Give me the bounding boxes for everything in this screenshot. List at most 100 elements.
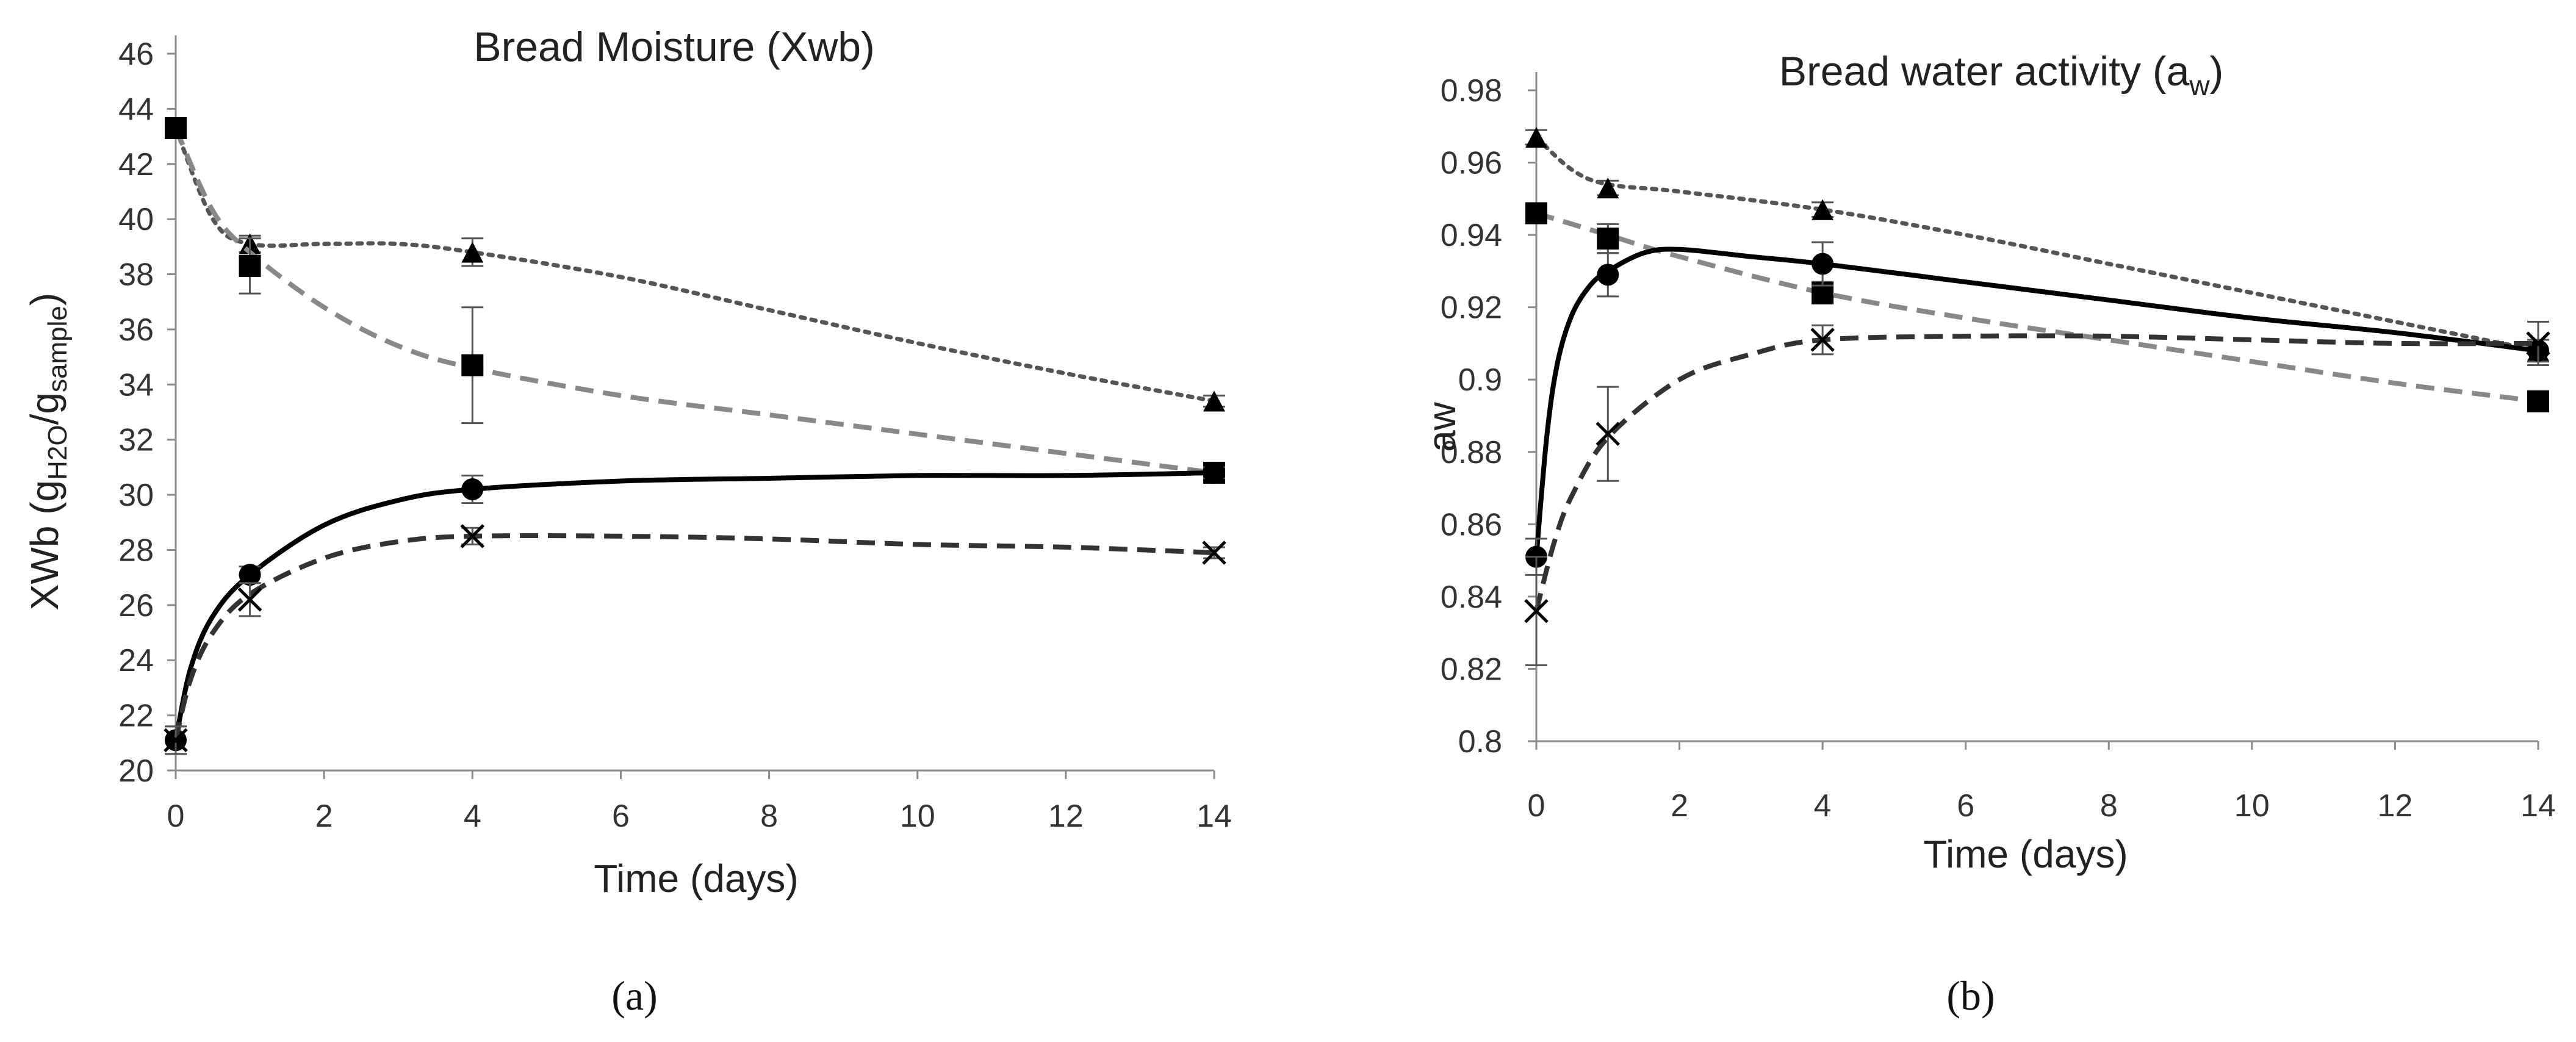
trend-line-triangle-dotted bbox=[1534, 135, 2541, 353]
chart-a-ylabel: XWb (gH2O/gsample) bbox=[23, 293, 73, 610]
y-tick-label: 26 bbox=[118, 588, 154, 623]
chart-b-series bbox=[1524, 126, 2550, 667]
y-tick-label: 32 bbox=[118, 423, 154, 458]
y-tick-label: 30 bbox=[118, 478, 154, 513]
marker-triangle bbox=[1525, 126, 1547, 148]
series-cross-dashed bbox=[164, 524, 1226, 755]
marker-x bbox=[164, 728, 188, 753]
chart-a-series bbox=[164, 117, 1226, 755]
marker-circle bbox=[239, 564, 261, 586]
y-tick-label: 0.92 bbox=[1441, 290, 1502, 326]
marker-circle bbox=[1203, 461, 1225, 484]
marker-triangle bbox=[461, 242, 484, 263]
y-tick-label: 0.82 bbox=[1441, 652, 1502, 687]
x-tick-label: 14 bbox=[1196, 799, 1232, 834]
series-triangle-dotted bbox=[1525, 126, 2549, 363]
trend-line-cross-dashed bbox=[173, 533, 1215, 741]
y-tick-label: 44 bbox=[118, 92, 154, 127]
y-tick-label: 22 bbox=[118, 699, 154, 734]
x-tick-label: 6 bbox=[1957, 788, 1974, 824]
chart-b-title: Bread water activity (aw) bbox=[1779, 48, 2224, 101]
chart-b-ylabel: aw bbox=[1420, 401, 1464, 452]
marker-square bbox=[2527, 390, 2549, 412]
title-b-sub: w bbox=[2189, 70, 2210, 101]
marker-square bbox=[1597, 228, 1619, 250]
chart-a-xlabel: Time (days) bbox=[594, 857, 798, 900]
chart-bread-water-activity: 0.8 0.82 0.84 0.86 0.88 0.9 0.92 0.94 0.96 0.98 0 2… bbox=[1420, 48, 2556, 876]
marker-circle bbox=[461, 478, 484, 501]
trend-line-circle-solid bbox=[173, 470, 1215, 741]
ylabel-sub-h2o: H2O bbox=[43, 425, 73, 480]
y-tick-label: 0.96 bbox=[1441, 146, 1502, 181]
marker-circle bbox=[1811, 253, 1834, 275]
ylabel-end: ) bbox=[23, 293, 67, 306]
marker-x bbox=[2526, 331, 2550, 356]
x-tick-label: 0 bbox=[1528, 788, 1545, 824]
trend-line-square-dashed bbox=[173, 127, 1215, 475]
x-tick-label: 8 bbox=[2100, 788, 2118, 824]
y-tick-label: 34 bbox=[118, 367, 154, 403]
x-tick-label: 2 bbox=[1671, 788, 1688, 824]
x-tick-label: 4 bbox=[1814, 788, 1832, 824]
marker-x bbox=[1202, 541, 1226, 565]
y-tick-label: 0.86 bbox=[1441, 507, 1502, 542]
chart-a-labels: Bread Moisture (Xwb) Time (days) XWb (gH… bbox=[23, 24, 875, 900]
ylabel-sub-sample: sample bbox=[43, 306, 73, 392]
y-tick-label: 0.84 bbox=[1441, 580, 1502, 615]
x-tick-label: 0 bbox=[167, 799, 185, 834]
marker-x bbox=[237, 587, 262, 612]
ylabel-mid: /g bbox=[23, 392, 67, 425]
x-tick-label: 6 bbox=[612, 799, 630, 834]
y-tick-label: 38 bbox=[118, 257, 154, 293]
marker-square bbox=[461, 354, 484, 376]
trend-line-triangle-dotted bbox=[173, 126, 1217, 403]
panel-label-a: (a) bbox=[611, 972, 657, 1019]
trend-line-circle-solid bbox=[1534, 246, 2539, 558]
panel-label-b: (b) bbox=[1946, 972, 1995, 1019]
y-tick-label: 46 bbox=[118, 37, 154, 72]
x-tick-label: 10 bbox=[900, 799, 935, 834]
x-tick-label: 10 bbox=[2234, 788, 2270, 824]
x-tick-label: 14 bbox=[2520, 788, 2556, 824]
title-b-main: Bread water activity (a bbox=[1779, 48, 2190, 95]
y-tick-label: 0.9 bbox=[1458, 362, 1502, 398]
marker-x bbox=[1524, 598, 1549, 623]
y-tick-label: 40 bbox=[118, 202, 154, 237]
trend-line-square-dashed bbox=[1535, 210, 2539, 404]
series-circle-solid bbox=[165, 461, 1225, 755]
marker-triangle bbox=[1811, 199, 1834, 220]
x-tick-label: 8 bbox=[760, 799, 778, 834]
chart-b-labels: Bread water activity (aw) Time (days) aw bbox=[1420, 48, 2223, 876]
marker-square bbox=[239, 254, 261, 277]
chart-b-xlabel: Time (days) bbox=[1923, 832, 2128, 876]
x-tick-label: 4 bbox=[464, 799, 481, 834]
y-tick-label: 20 bbox=[118, 753, 154, 789]
series-circle-solid bbox=[1525, 241, 2549, 576]
x-tick-label: 12 bbox=[2378, 788, 2413, 824]
marker-x bbox=[1810, 328, 1835, 352]
series-cross-dashed bbox=[1524, 320, 2550, 667]
marker-x bbox=[460, 524, 485, 548]
title-b-end: ) bbox=[2210, 48, 2224, 95]
chart-a-title: Bread Moisture (Xwb) bbox=[473, 24, 875, 70]
y-tick-label: 24 bbox=[118, 643, 154, 678]
y-tick-label: 0.94 bbox=[1441, 218, 1502, 253]
series-square-dashed bbox=[165, 117, 1225, 484]
marker-x bbox=[1596, 422, 1621, 446]
marker-circle bbox=[1597, 264, 1619, 286]
y-tick-label: 42 bbox=[118, 147, 154, 182]
y-tick-label: 0.8 bbox=[1458, 724, 1502, 760]
y-tick-label: 0.88 bbox=[1441, 435, 1502, 470]
chart-b-axes: 0.8 0.82 0.84 0.86 0.88 0.9 0.92 0.94 0.96 0.98 0 2… bbox=[1441, 72, 2556, 824]
y-tick-label: 0.98 bbox=[1441, 73, 1502, 109]
marker-square bbox=[1525, 202, 1547, 225]
marker-triangle bbox=[1203, 390, 1225, 412]
marker-triangle bbox=[1597, 177, 1619, 199]
trend-line-cross-dashed bbox=[1534, 333, 2539, 612]
y-tick-label: 36 bbox=[118, 312, 154, 348]
marker-square bbox=[165, 117, 187, 140]
x-tick-label: 12 bbox=[1048, 799, 1084, 834]
